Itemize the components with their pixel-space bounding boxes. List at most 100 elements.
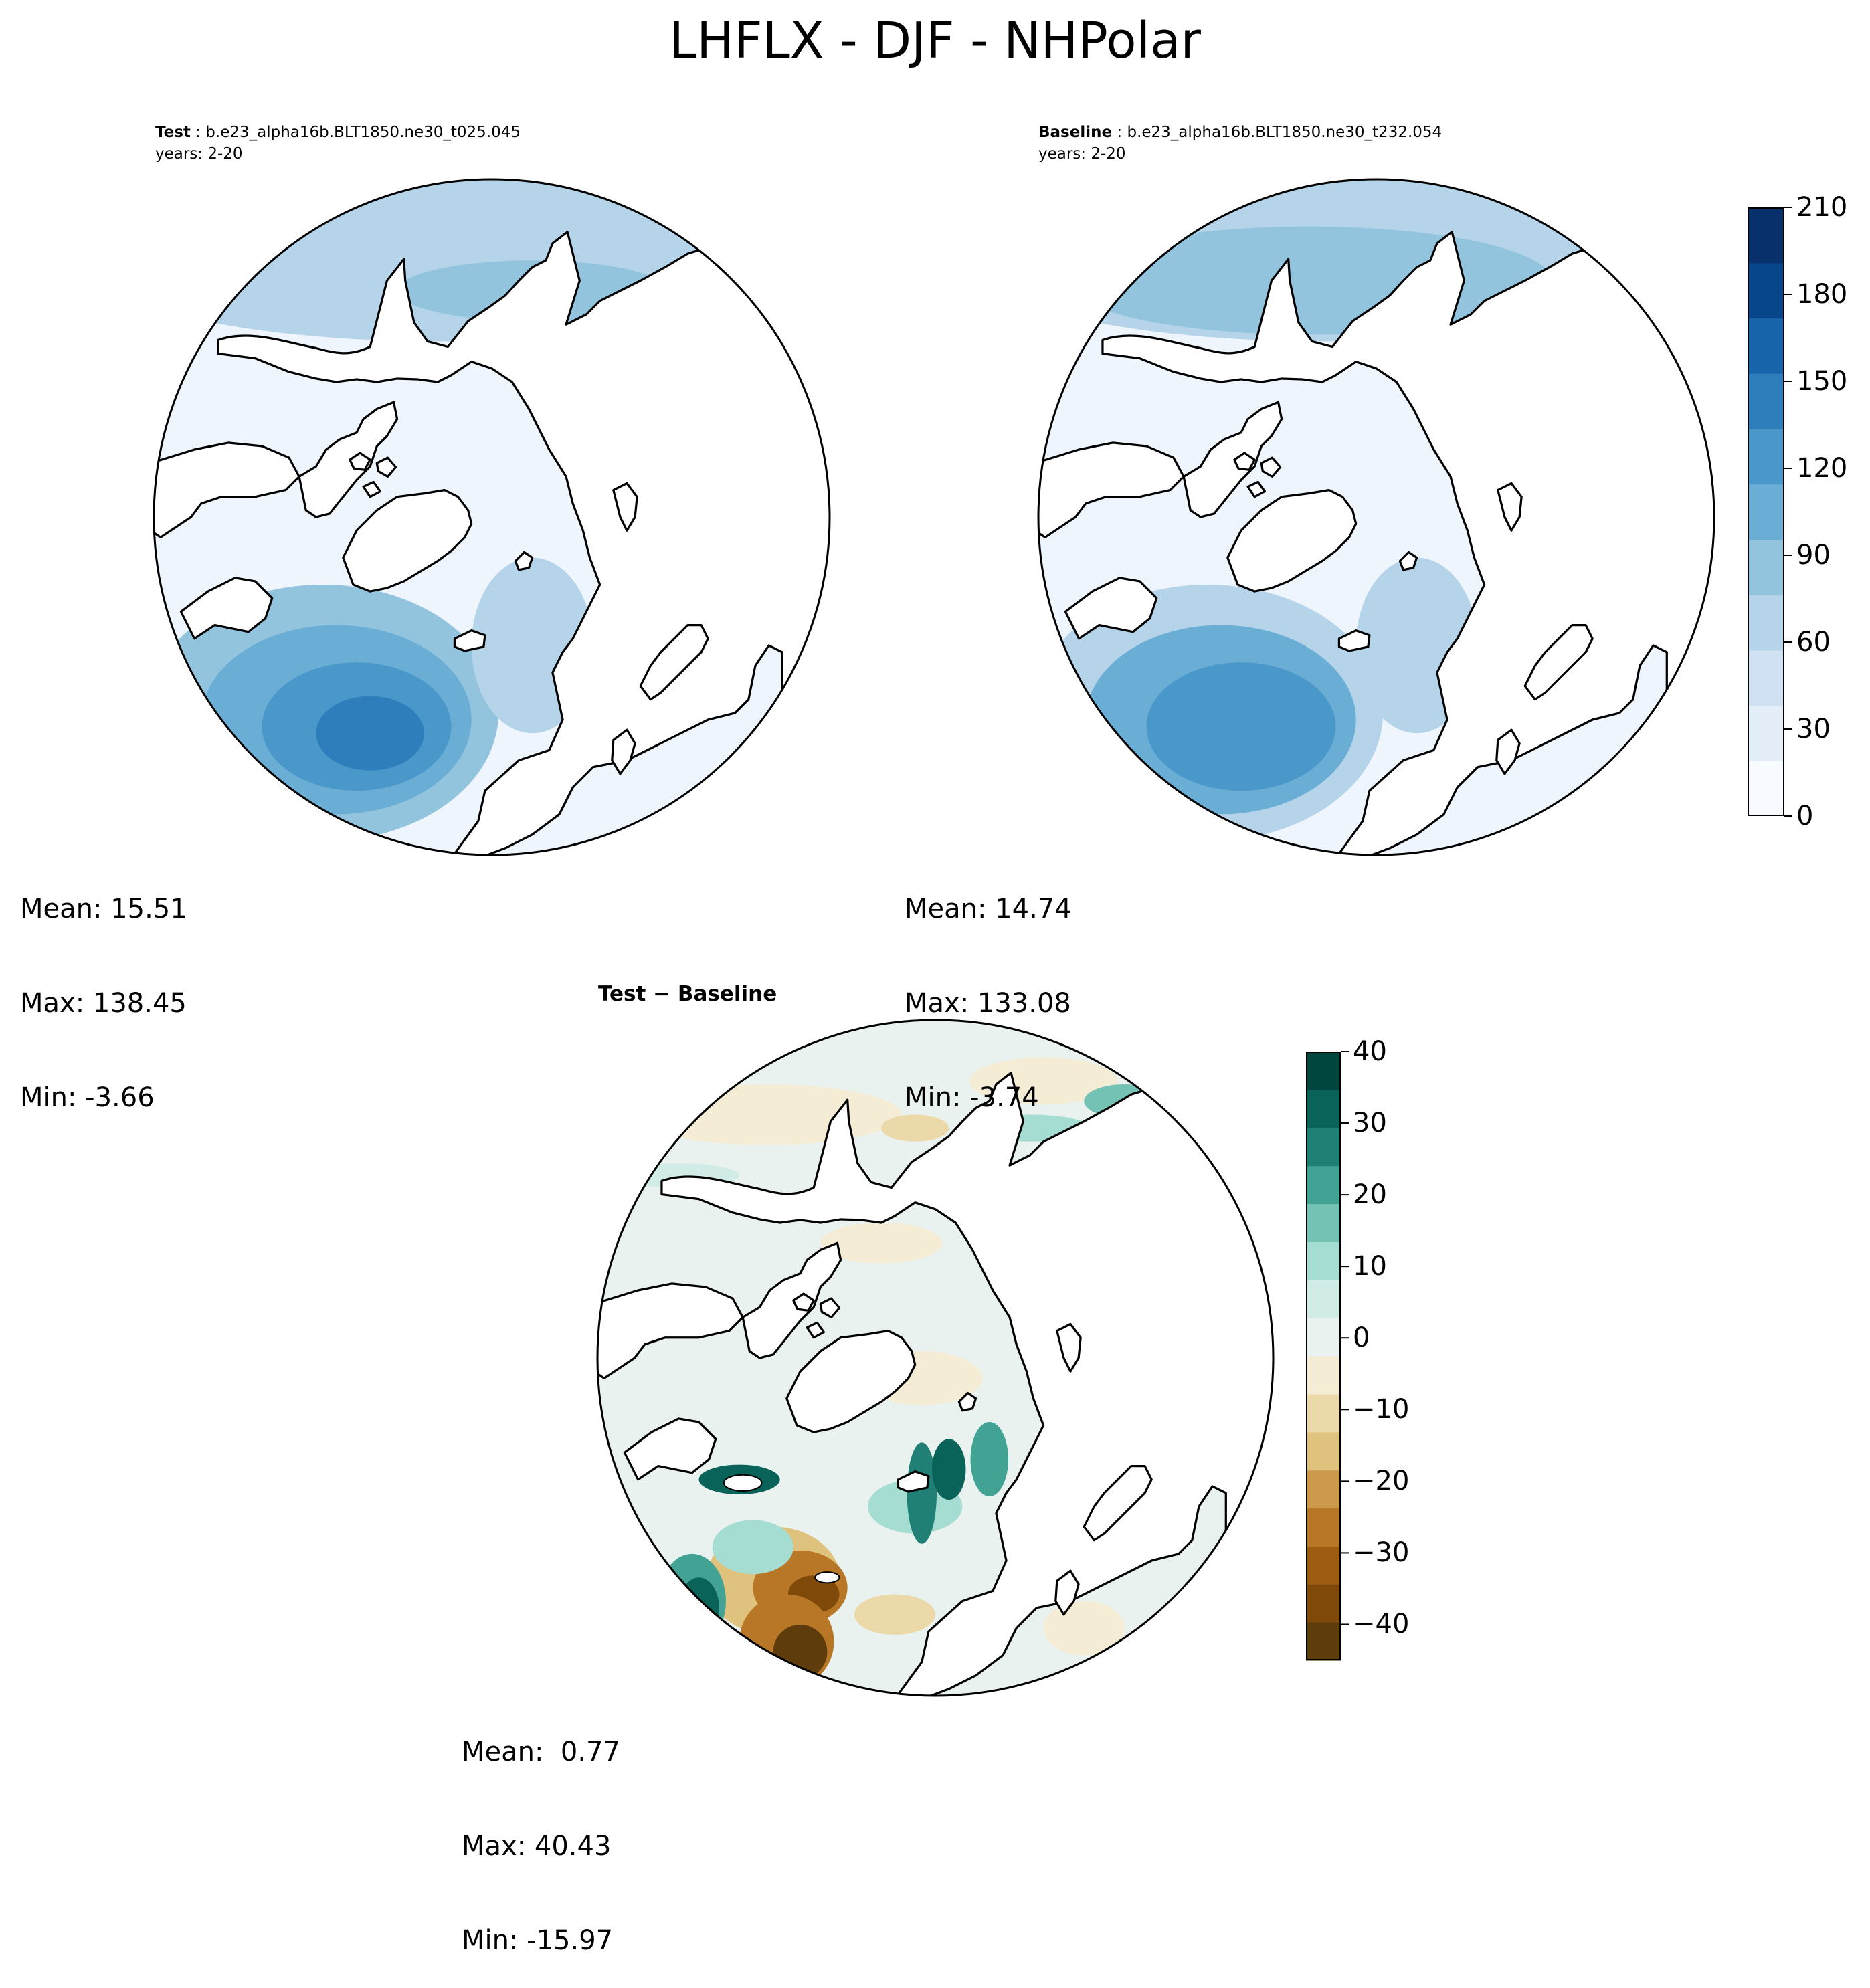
diff-stat-min: Min: -15.97	[462, 1925, 614, 1956]
test-land-greenland	[342, 488, 473, 593]
test-land-alaska	[154, 441, 300, 538]
diff-land-novaya	[1056, 1322, 1082, 1373]
test-land-scandinavia	[639, 623, 709, 701]
diff-land-eurasia	[660, 1020, 1273, 1696]
diff-land-britain	[1054, 1569, 1080, 1616]
baseline-land-svalbard	[1398, 551, 1418, 571]
diff-land-japan	[1214, 1589, 1238, 1623]
cb-main-tick-label: 30	[1796, 714, 1831, 744]
cb-diff-tick-label: 0	[1353, 1322, 1370, 1354]
cb-main-tick-label: 60	[1796, 627, 1831, 658]
diff-stat-mean: Mean: 0.77	[462, 1736, 620, 1767]
cb-diff-segment-9	[1306, 1280, 1341, 1318]
cb-diff-tick-label: 40	[1353, 1036, 1387, 1067]
cb-diff-tick-label: −10	[1353, 1394, 1410, 1425]
diff-patch-15	[712, 1520, 793, 1575]
test-land-archipelago1	[349, 452, 371, 471]
baseline-land-eurasia	[1101, 179, 1714, 855]
cb-diff-segment-2	[1306, 1546, 1341, 1585]
cb-diff-tick-label: 10	[1353, 1251, 1387, 1282]
diff-patch-25	[1043, 1601, 1125, 1656]
cb-diff-segment-8	[1306, 1318, 1341, 1357]
test-land-archipelago2	[375, 456, 397, 478]
baseline-map-boundary	[1037, 178, 1715, 856]
baseline-land-greenland	[1226, 488, 1358, 593]
baseline-land-labrador	[1064, 577, 1158, 640]
diff-land-scandinavia	[1083, 1464, 1153, 1542]
diff-mask-a	[723, 1474, 763, 1492]
cb-main-segment-8	[1748, 318, 1784, 374]
baseline-land-archipelago3	[1246, 480, 1266, 498]
cb-diff-segment-11	[1306, 1203, 1341, 1242]
diff-panel-title: Test − Baseline	[598, 982, 777, 1006]
diff-land-archipelago3	[806, 1321, 825, 1339]
baseline-panel-header: Baseline : b.e23_alpha16b.BLT1850.ne30_t…	[1038, 122, 1442, 165]
test-panel-header: Test : b.e23_alpha16b.BLT1850.ne30_t025.…	[155, 122, 521, 165]
diff-land-greenland	[785, 1329, 917, 1433]
cb-diff-segment-13	[1306, 1127, 1341, 1167]
baseline-land-archipelago2	[1260, 456, 1282, 478]
baseline-land-archipelago1	[1233, 452, 1256, 471]
cb-main-tick-label: 150	[1796, 366, 1848, 397]
cb-diff-segment-15	[1306, 1052, 1341, 1090]
baseline-stat-min: Min: -3.74	[905, 1082, 1039, 1113]
cb-main-tick-label: 120	[1796, 453, 1848, 484]
diff-patch-6	[820, 1223, 943, 1264]
cb-main-segment-9	[1748, 262, 1784, 319]
test-land-iceland	[453, 629, 486, 652]
test-flux-band-6	[316, 696, 424, 771]
diff-patch-17	[678, 1577, 719, 1639]
diff-map-boundary	[596, 1019, 1275, 1697]
diff-land-archipelago2	[819, 1297, 841, 1319]
diff-stat-max: Max: 40.43	[462, 1831, 612, 1862]
main-colorbar	[1748, 207, 1792, 817]
test-land-labrador	[179, 577, 274, 640]
test-stats: Mean: 15.51 Max: 138.45 Min: -3.66	[20, 831, 187, 1145]
baseline-case: b.e23_alpha16b.BLT1850.ne30_t232.054	[1127, 124, 1442, 141]
test-land-britain	[611, 728, 636, 775]
diff-land-iceland	[897, 1470, 930, 1493]
baseline-label: Baseline	[1038, 124, 1113, 141]
baseline-years: years: 2-20	[1038, 145, 1126, 163]
test-label: Test	[155, 124, 191, 141]
cb-main-segment-6	[1748, 428, 1784, 485]
baseline-land-britain	[1495, 728, 1521, 775]
baseline-land-japan	[1655, 749, 1679, 782]
test-case: b.e23_alpha16b.BLT1850.ne30_t025.045	[205, 124, 521, 141]
cb-main-tick-label: 0	[1796, 801, 1814, 831]
diff-land-canada	[741, 1241, 842, 1359]
cb-main-segment-4	[1748, 539, 1784, 595]
baseline-land-canada	[1182, 401, 1283, 518]
test-land-svalbard	[514, 551, 534, 571]
test-polar-map	[153, 178, 831, 856]
cb-diff-segment-7	[1306, 1356, 1341, 1395]
test-land-archipelago3	[362, 480, 381, 498]
cb-diff-frame	[1306, 1052, 1341, 1660]
diff-patch-4	[881, 1114, 949, 1142]
cb-main-segment-1	[1748, 705, 1784, 761]
diff-stats: Mean: 0.77 Max: 40.43 Min: -15.97	[462, 1674, 620, 1988]
diff-mask-b	[814, 1571, 840, 1584]
cb-diff-tick-label: 30	[1353, 1108, 1387, 1139]
cb-diff-segment-4	[1306, 1470, 1341, 1509]
cb-main-segment-7	[1748, 373, 1784, 429]
cb-diff-segment-1	[1306, 1584, 1341, 1623]
test-land-novaya	[612, 482, 638, 532]
cb-diff-segment-14	[1306, 1089, 1341, 1128]
difference-polar-map	[596, 1019, 1275, 1697]
baseline-land-alaska	[1038, 441, 1185, 538]
test-land-eurasia	[217, 179, 830, 855]
test-land-canada	[298, 401, 399, 518]
test-stat-min: Min: -3.66	[20, 1082, 155, 1113]
baseline-coastlines	[1038, 179, 1714, 855]
baseline-land-novaya	[1497, 482, 1523, 532]
diff-land-alaska	[597, 1282, 744, 1379]
cb-diff-segment-12	[1306, 1165, 1341, 1205]
cb-diff-tick-label: −30	[1353, 1537, 1410, 1569]
diff-colorbar	[1306, 1051, 1349, 1661]
cb-diff-tick-label: −20	[1353, 1466, 1410, 1497]
test-map-boundary	[153, 178, 831, 856]
baseline-stat-mean: Mean: 14.74	[905, 894, 1072, 924]
cb-main-segment-10	[1748, 207, 1784, 264]
cb-diff-segment-3	[1306, 1508, 1341, 1547]
